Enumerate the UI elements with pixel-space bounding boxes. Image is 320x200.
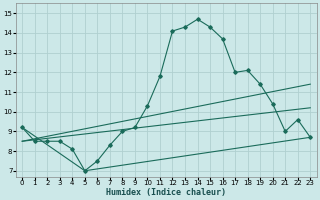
X-axis label: Humidex (Indice chaleur): Humidex (Indice chaleur): [106, 188, 226, 197]
